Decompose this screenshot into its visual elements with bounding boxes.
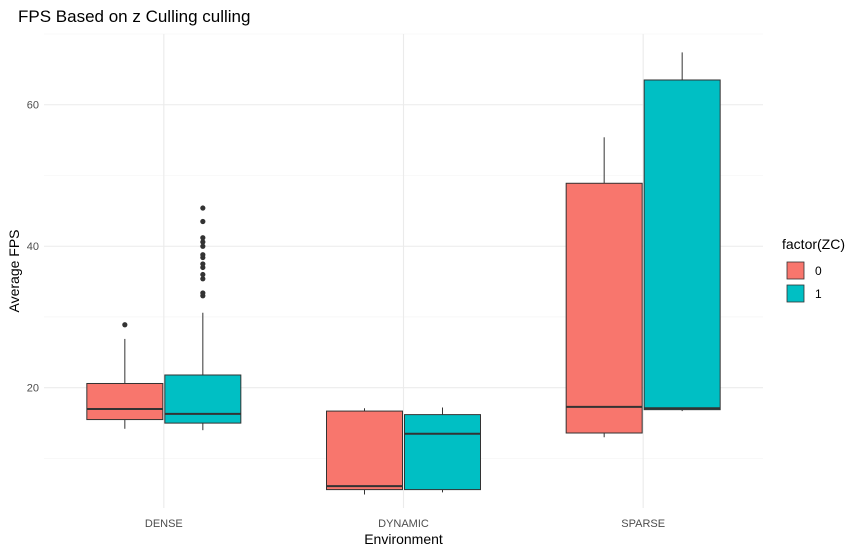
legend-key-1 xyxy=(786,284,805,303)
outlier-point xyxy=(200,271,206,278)
legend-title: factor(ZC) xyxy=(782,236,845,252)
y-tick-label: 40 xyxy=(27,241,39,253)
boxes xyxy=(86,52,721,495)
box-body xyxy=(565,182,643,434)
outlier-point xyxy=(200,235,206,241)
legend-label-1: 1 xyxy=(815,287,822,301)
outlier-point xyxy=(200,252,206,258)
axes: Environment Average FPS xyxy=(6,229,443,547)
box-body xyxy=(643,79,721,411)
box-0-dense xyxy=(86,322,164,429)
box-0-sparse xyxy=(565,137,643,438)
box-1-dense xyxy=(164,205,242,431)
outlier-point xyxy=(200,290,206,296)
box-body xyxy=(326,410,403,491)
box-1-sparse xyxy=(643,52,721,412)
legend-label-0: 0 xyxy=(815,264,822,278)
legend-key-0 xyxy=(786,261,805,280)
outlier-point xyxy=(200,243,206,249)
outlier-point xyxy=(200,205,206,211)
chart-title: FPS Based on z Culling culling xyxy=(18,7,250,26)
outlier-point xyxy=(200,261,206,267)
x-tick-label: DENSE xyxy=(145,518,183,530)
legend: factor(ZC) 0 1 xyxy=(782,236,845,303)
box-body xyxy=(86,382,164,421)
box-0-dynamic xyxy=(326,408,403,495)
y-axis-title: Average FPS xyxy=(6,229,22,312)
box-body xyxy=(164,374,242,424)
grid: 20 40 60 DENSE DYNAMIC SPARSE xyxy=(27,33,763,530)
x-tick-label: DYNAMIC xyxy=(378,518,429,530)
y-tick-label: 20 xyxy=(27,383,39,395)
box-1-dynamic xyxy=(404,407,481,493)
outlier-point xyxy=(122,322,128,328)
outlier-point xyxy=(200,276,206,282)
x-axis-title: Environment xyxy=(364,531,443,547)
outlier-point xyxy=(200,239,206,245)
x-tick-label: SPARSE xyxy=(621,518,665,530)
outlier-point xyxy=(200,218,206,225)
box-body xyxy=(404,414,481,491)
y-tick-label: 60 xyxy=(27,100,39,112)
